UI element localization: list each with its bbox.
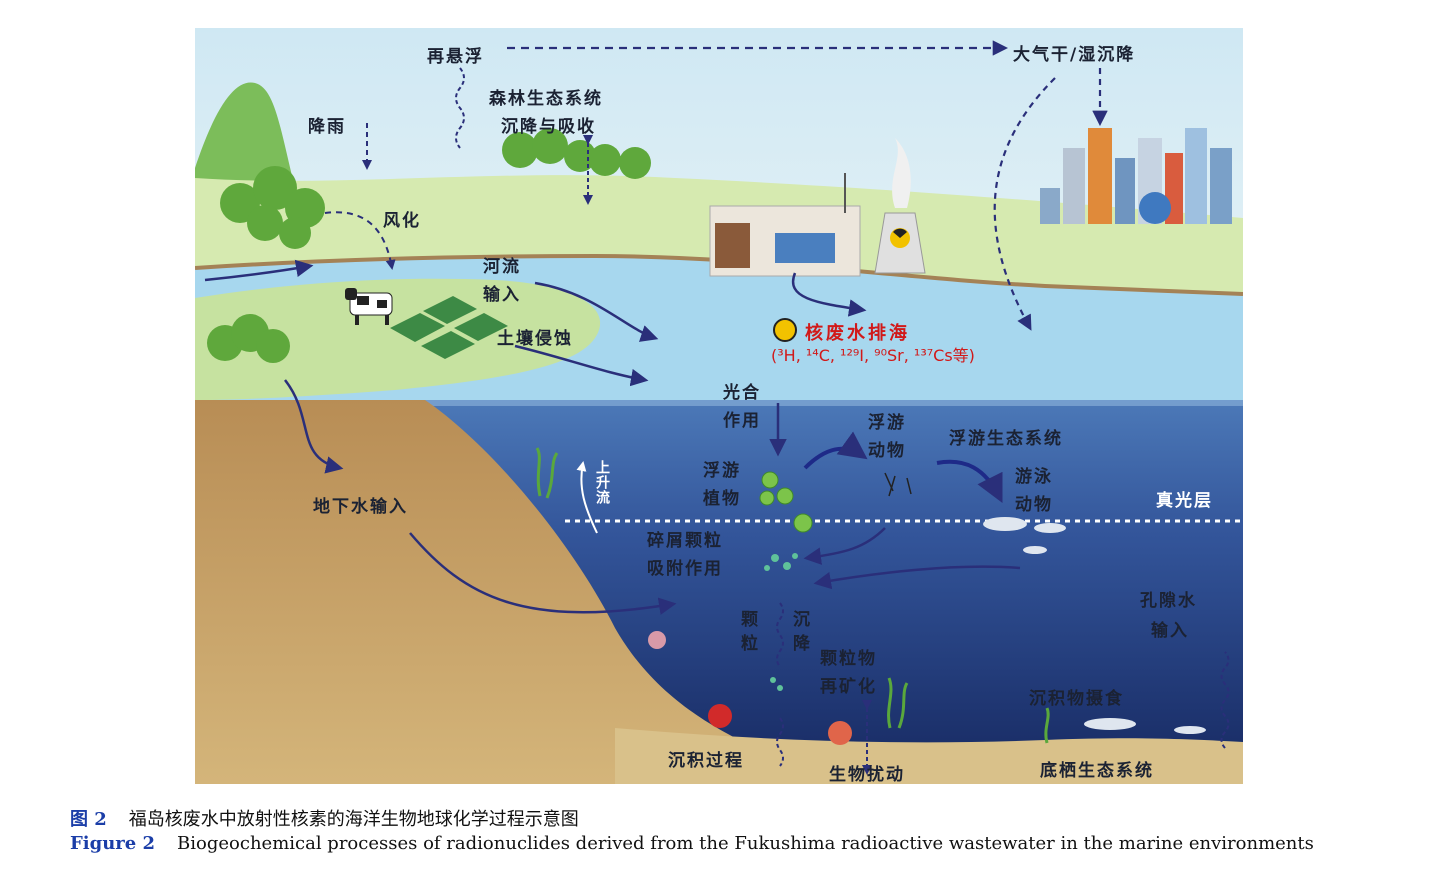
label-particle-settling-1: 颗粒 bbox=[741, 610, 760, 654]
crab-icon bbox=[708, 704, 732, 728]
label-sediment-ingestion: 沉积物摄食 bbox=[1029, 689, 1124, 709]
seabed bbox=[615, 728, 1243, 784]
label-photosynthesis-1: 光合 bbox=[723, 383, 761, 403]
shell-icon bbox=[648, 631, 666, 649]
label-zooplankton-1: 浮游 bbox=[868, 413, 906, 433]
seagrass-icon bbox=[535, 447, 1050, 744]
caption-en-text: Biogeochemical processes of radionuclide… bbox=[177, 833, 1314, 854]
caption-cn-label: 图 2 bbox=[70, 809, 107, 830]
label-benthic-ecosystem: 底栖生态系统 bbox=[1040, 761, 1154, 781]
label-nuclides: (³H, ¹⁴C, ¹²⁹I, ⁹⁰Sr, ¹³⁷Cs等) bbox=[771, 346, 975, 365]
caption-en-label: Figure 2 bbox=[70, 833, 156, 854]
label-rain: 降雨 bbox=[308, 117, 346, 137]
label-nekton-1: 游泳 bbox=[1015, 467, 1053, 487]
label-forest-ecosystem: 森林生态系统 bbox=[489, 89, 603, 109]
riverbank bbox=[195, 278, 601, 400]
label-atmos-deposition: 大气干/湿沉降 bbox=[1013, 45, 1136, 65]
caption-cn-text: 福岛核废水中放射性核素的海洋生物地球化学过程示意图 bbox=[128, 809, 579, 830]
label-porewater-1: 孔隙水 bbox=[1140, 591, 1197, 611]
urchin-icon bbox=[828, 721, 852, 745]
label-weathering: 风化 bbox=[383, 211, 421, 231]
wastewater-text: 核废水排海 bbox=[805, 323, 910, 344]
label-soil-erosion: 土壤侵蚀 bbox=[497, 329, 573, 349]
label-river-input: 输入 bbox=[483, 285, 521, 305]
label-detritus-1: 碎屑颗粒 bbox=[647, 531, 723, 551]
caption-en: Figure 2 Biogeochemical processes of radi… bbox=[70, 833, 1314, 854]
label-wastewater-discharge: 核废水排海 bbox=[773, 318, 910, 347]
nuclear-plant bbox=[709, 138, 926, 277]
detritus-particles bbox=[764, 553, 798, 691]
coastal-cliff bbox=[195, 400, 755, 784]
label-river: 河流 bbox=[483, 257, 521, 277]
label-porewater-2: 输入 bbox=[1151, 621, 1189, 641]
label-euphotic-layer: 真光层 bbox=[1156, 491, 1213, 511]
label-remineralization-2: 再矿化 bbox=[820, 677, 877, 697]
zooplankton-icon bbox=[884, 472, 912, 497]
farmland bbox=[390, 296, 508, 359]
label-remineralization-1: 颗粒物 bbox=[820, 649, 877, 669]
label-sedimentation: 沉积过程 bbox=[668, 751, 744, 771]
label-phytoplankton-1: 浮游 bbox=[703, 461, 741, 481]
label-groundwater-input: 地下水输入 bbox=[313, 497, 408, 517]
label-particle-settling-2: 沉降 bbox=[793, 610, 812, 654]
label-zooplankton-2: 动物 bbox=[868, 441, 906, 461]
label-bioturbation: 生物扰动 bbox=[829, 765, 905, 784]
phytoplankton-icon bbox=[759, 471, 813, 533]
city-buildings bbox=[1040, 128, 1232, 224]
label-resuspension: 再悬浮 bbox=[427, 47, 484, 67]
diagram-figure: 再悬浮 大气干/湿沉降 降雨 森林生态系统 沉降与吸收 风化 河流 输入 土壤侵… bbox=[195, 28, 1243, 784]
cow-icon bbox=[345, 288, 393, 325]
fish-icon bbox=[983, 517, 1206, 734]
forest-left bbox=[207, 166, 325, 363]
label-plankton-ecosystem: 浮游生态系统 bbox=[949, 429, 1063, 449]
label-phytoplankton-2: 植物 bbox=[703, 489, 741, 509]
caption-cn: 图 2 福岛核废水中放射性核素的海洋生物地球化学过程示意图 bbox=[70, 805, 579, 831]
label-photosynthesis-2: 作用 bbox=[723, 411, 761, 431]
radiation-icon bbox=[773, 318, 797, 342]
label-detritus-2: 吸附作用 bbox=[647, 559, 723, 579]
label-nekton-2: 动物 bbox=[1015, 495, 1053, 515]
label-upwelling: 上升流 bbox=[594, 460, 610, 505]
label-forest-deposition: 沉降与吸收 bbox=[501, 117, 596, 137]
